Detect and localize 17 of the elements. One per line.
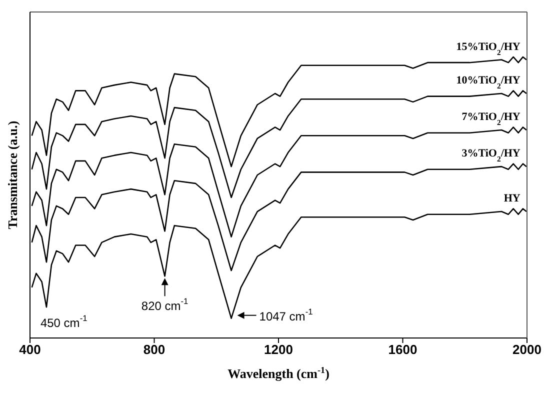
series-label: 10%TiO$_{2}$/HY: [456, 74, 520, 90]
annotation: 450 cm$^{-1}$: [40, 313, 88, 330]
x-tick-label: 400: [19, 342, 41, 358]
annotation: 820 cm$^{-1}$: [141, 278, 188, 314]
series-label: 7%TiO$_{2}$/HY: [462, 111, 520, 127]
annotation: 1047 cm$^{-1}$: [259, 306, 314, 324]
series-label: 3%TiO$_{2}$/HY: [462, 148, 520, 164]
x-tick-label: 1200: [264, 342, 293, 358]
y-axis-title: Transmitance (a.u.): [5, 120, 20, 230]
series-label: HY: [504, 192, 520, 205]
x-axis-title: Wavelength (cm$^{-1}$): [228, 365, 330, 381]
annotation: 820 cm$^{-1}$: [141, 296, 189, 314]
x-tick-label: 1600: [388, 342, 418, 358]
x-tick-label: 2000: [512, 342, 542, 358]
series-label: 15%TiO$_{2}$/HY: [456, 40, 520, 56]
x-tick-label: 800: [143, 342, 166, 358]
annotation: 1047 cm$^{-1}$: [237, 306, 313, 324]
